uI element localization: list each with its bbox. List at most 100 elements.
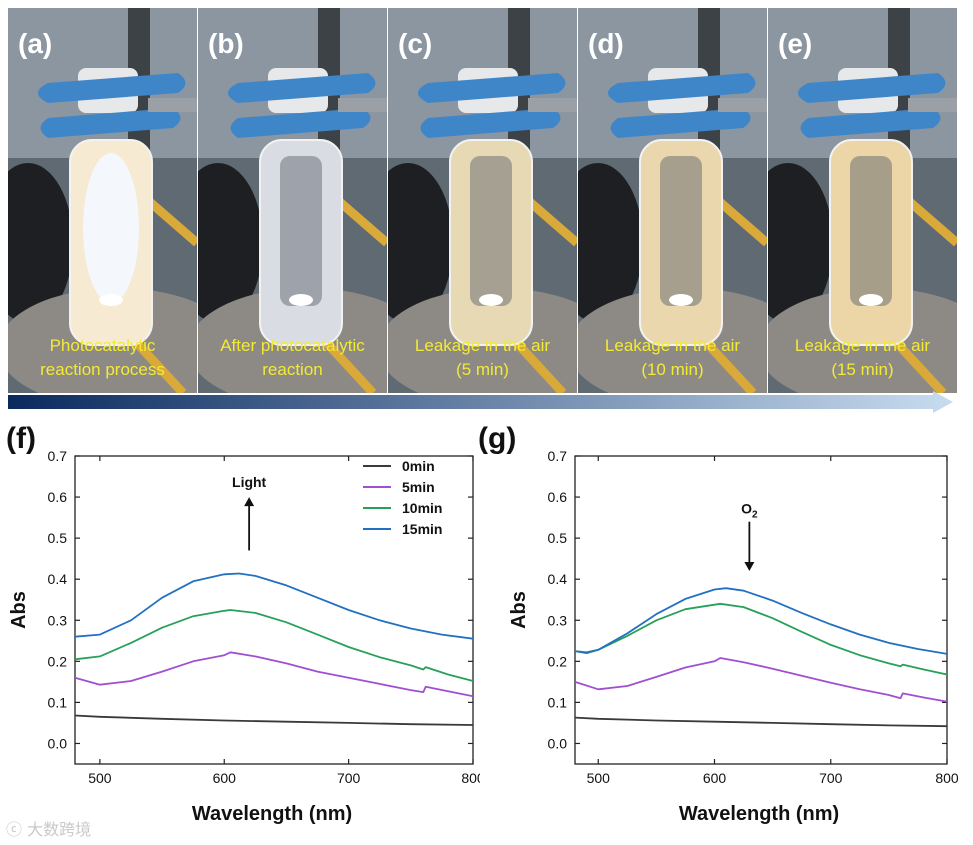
y-tick-label: 0.3 (548, 612, 568, 628)
y-tick-label: 0.4 (548, 571, 568, 587)
photo-panel-d: (d) Leakage in the air (10 min) (578, 8, 767, 393)
vial-reflection (280, 156, 322, 306)
annotation-arrowhead (744, 561, 755, 571)
y-tick-label: 0.2 (48, 653, 68, 669)
vial-liquid (449, 139, 533, 346)
photo-caption: Leakage in the air (10 min) (604, 336, 741, 379)
x-axis-title: Wavelength (nm) (679, 803, 839, 825)
photo-letter: (a) (18, 28, 53, 59)
x-tick-label: 700 (819, 770, 843, 786)
clamp-arm (338, 98, 387, 112)
clamp-grip (610, 108, 751, 138)
series-line-5min (574, 657, 948, 703)
photo-letter: (e) (778, 28, 813, 59)
clamp-grip (230, 108, 371, 138)
stir-bar (99, 294, 123, 306)
annotation-subscript: 2 (752, 510, 758, 521)
vial-photo (768, 8, 957, 393)
vial-reflection (850, 156, 892, 306)
clamp-grip (608, 73, 756, 103)
series-line-0min (74, 714, 474, 726)
series-line-15min (74, 572, 474, 640)
clamp-arm (148, 98, 197, 112)
lamp-housing (8, 163, 73, 323)
absorbance-chart-g: 500 600 700 800 0.0 0.1 0.2 0.3 0.4 0.5 0.6 0.7 Wave… (508, 448, 959, 825)
y-tick-label: 0.7 (48, 448, 68, 464)
clamp-grip (38, 73, 186, 103)
photo-letter: (c) (398, 28, 433, 59)
clamp-arm (528, 98, 577, 112)
x-axis-title: Wavelength (nm) (192, 803, 352, 825)
photo-panel-a: (a) Photocatalytic reaction process (8, 8, 197, 393)
clamp-grip (420, 108, 561, 138)
vial-photo (388, 8, 577, 393)
y-tick-label: 0.0 (548, 735, 568, 751)
light-glow (83, 153, 139, 303)
photo-caption: After photocatalytic reaction (220, 336, 365, 379)
clamp-grip (418, 73, 566, 103)
legend-label: 10min (402, 500, 442, 516)
plot-frame (574, 455, 948, 765)
x-tick-label: 500 (88, 770, 112, 786)
y-tick-label: 0.4 (48, 571, 68, 587)
y-tick-label: 0.6 (48, 489, 68, 505)
series-line-10min (574, 602, 948, 676)
photo-panel-b: (b) After photocatalytic reaction (198, 8, 387, 393)
photo-caption: Leakage in the air (5 min) (414, 336, 551, 379)
clamp-grip (40, 108, 181, 138)
y-tick-label: 0.3 (48, 612, 68, 628)
photo-caption: Photocatalytic reaction process (40, 336, 165, 379)
stir-bar (479, 294, 503, 306)
vial-photo (578, 8, 767, 393)
watermark: ⓒ 大数跨境 (6, 816, 91, 840)
stir-bar (859, 294, 883, 306)
clamp-grip (228, 73, 376, 103)
y-tick-label: 0.0 (48, 735, 68, 751)
y-tick-label: 0.6 (548, 489, 568, 505)
lamp-housing (388, 163, 453, 323)
x-tick-label: 600 (703, 770, 727, 786)
x-tick-label: 800 (461, 770, 480, 786)
series-line-15min (574, 587, 948, 655)
y-axis-title: Abs (508, 591, 530, 629)
x-tick-label: 500 (587, 770, 611, 786)
y-tick-label: 0.7 (548, 448, 568, 464)
photo-letter: (d) (588, 28, 624, 59)
legend-label: 15min (402, 521, 442, 537)
legend-label: 0min (402, 458, 435, 474)
panel-letter-g: (g) (478, 422, 517, 455)
stir-bar (289, 294, 313, 306)
annotation-label: Light (232, 474, 267, 490)
watermark-text: 大数跨境 (27, 820, 92, 839)
y-tick-label: 0.5 (548, 530, 568, 546)
vial-reflection (660, 156, 702, 306)
legend-label: 5min (402, 479, 435, 495)
y-tick-label: 0.2 (548, 653, 568, 669)
panel-letter-f: (f) (6, 422, 36, 455)
y-tick-label: 0.1 (548, 694, 568, 710)
plot-frame (74, 455, 474, 765)
lamp-housing (578, 163, 643, 323)
clamp-grip (798, 73, 946, 103)
y-axis-title: Abs (8, 591, 30, 629)
series-line-0min (574, 716, 948, 728)
series-line-10min (74, 609, 474, 682)
photo-caption: Leakage in the air (15 min) (794, 336, 931, 379)
time-progress-arrow (8, 391, 953, 413)
chart-g: (g) 500 600 700 800 0.0 0.1 0.2 0.3 0.4 0.5 0.6 0.7… (478, 420, 959, 845)
photo-panel-e: (e) Leakage in the air (15 min) (768, 8, 957, 393)
annotation-label: O2 (741, 501, 758, 521)
vial-liquid (829, 139, 913, 346)
y-tick-label: 0.1 (48, 694, 68, 710)
clamp-arm (908, 98, 957, 112)
y-tick-label: 0.5 (48, 530, 68, 546)
vial-liquid (259, 139, 343, 346)
series-line-5min (74, 651, 474, 698)
lamp-housing (198, 163, 263, 323)
annotation-arrowhead (244, 497, 255, 507)
clamp-grip (800, 108, 941, 138)
photo-letter: (b) (208, 28, 244, 59)
x-tick-label: 600 (213, 770, 237, 786)
photo-panel-c: (c) Leakage in the air (5 min) (388, 8, 577, 393)
stir-bar (669, 294, 693, 306)
